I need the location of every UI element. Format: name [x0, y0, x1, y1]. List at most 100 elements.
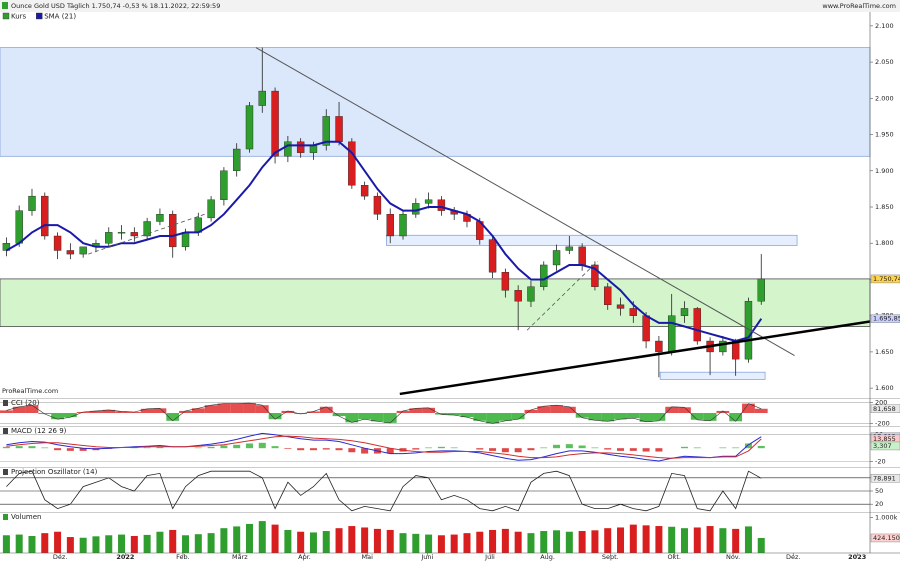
area-slice: [665, 406, 679, 413]
bar: [335, 528, 343, 553]
candle-body: [604, 286, 612, 306]
source: www.ProRealTime.com: [822, 2, 896, 10]
bar: [156, 446, 164, 449]
bar: [361, 448, 369, 454]
value-box: [870, 314, 900, 323]
area-slice: [588, 413, 602, 421]
candle-body: [335, 116, 343, 142]
candle-body: [629, 308, 638, 316]
candle-body: [130, 232, 139, 237]
value-label: 3,307: [873, 442, 892, 450]
candle-body: [693, 308, 701, 342]
candle-body: [348, 141, 356, 186]
candle-body: [156, 214, 164, 222]
value-box: [870, 404, 900, 413]
x-tick-label: Feb.: [176, 553, 190, 561]
bar: [373, 528, 381, 553]
chart-title: Ounce Gold USD Täglich 1.750,74 -0,53 % …: [11, 2, 220, 10]
x-tick-label: Sept.: [602, 553, 619, 561]
bar: [335, 448, 343, 451]
candle-body: [719, 340, 727, 353]
bar: [271, 524, 279, 553]
bar: [322, 448, 330, 450]
bar: [220, 445, 228, 449]
legend-label: SMA (21): [44, 13, 76, 21]
series-line: [6, 402, 762, 424]
candle-body: [578, 246, 586, 266]
bar: [194, 447, 202, 449]
bar: [591, 530, 599, 553]
candle-body: [309, 145, 318, 153]
candle-body: [220, 170, 228, 200]
candle-body: [207, 199, 215, 219]
area-slice: [255, 405, 269, 413]
panel-icon: [3, 514, 8, 520]
bar: [757, 445, 765, 449]
x-tick-label: Dez.: [53, 553, 67, 561]
legend-label: Kurs: [11, 13, 27, 21]
area-slice: [639, 413, 653, 422]
bar: [66, 537, 74, 553]
value-box: [870, 274, 900, 284]
x-tick-label: Juli: [484, 553, 495, 561]
panel-title: Volumen: [11, 513, 41, 521]
area-slice: [601, 413, 615, 422]
bar: [194, 534, 202, 553]
candle-body: [642, 315, 650, 342]
y-tick-label: -20: [875, 458, 886, 466]
value-box: [870, 474, 900, 483]
bar: [540, 447, 548, 449]
area-slice: [729, 413, 743, 422]
bar: [2, 535, 10, 553]
area-slice: [716, 410, 730, 413]
bar: [757, 537, 765, 553]
bar: [245, 443, 253, 449]
y-tick-label: -200: [875, 419, 890, 427]
bar: [655, 526, 663, 553]
candle-body: [437, 199, 446, 211]
bar: [617, 448, 625, 451]
area-slice: [396, 410, 410, 413]
bar: [284, 448, 292, 449]
area-slice: [191, 408, 205, 413]
candle-body: [412, 203, 420, 215]
header-icon: [2, 2, 8, 9]
bar: [66, 448, 74, 451]
bar: [732, 528, 740, 553]
bar: [425, 534, 433, 553]
candle-body: [360, 185, 369, 197]
bar: [220, 528, 228, 553]
area-slice: [12, 406, 26, 413]
area-slice: [345, 413, 359, 423]
area-slice: [678, 407, 691, 413]
area-slice: [383, 413, 397, 423]
y-tick-label: 1.950: [875, 131, 894, 139]
y-tick-label: 20: [875, 500, 883, 508]
bar: [489, 529, 497, 553]
bar: [642, 448, 650, 452]
candle-body: [501, 272, 510, 291]
area-slice: [76, 411, 90, 413]
bar: [450, 534, 458, 553]
y-tick-label: 1.000k: [875, 514, 898, 522]
bar: [297, 531, 305, 553]
area-slice: [447, 413, 461, 416]
candle-body: [258, 90, 266, 106]
x-tick-label: Mai: [361, 553, 373, 561]
bar: [297, 448, 305, 451]
zone: [0, 278, 871, 327]
bar: [322, 531, 330, 553]
plot-area: 1.6001.6501.7001.7501.8001.8501.9001.950…: [0, 12, 900, 561]
area-slice: [626, 413, 640, 419]
bar: [693, 527, 701, 553]
area-slice: [742, 403, 755, 413]
bar: [450, 447, 458, 449]
bar: [79, 448, 87, 451]
area-slice: [703, 413, 717, 421]
candle-body: [322, 116, 330, 146]
bar: [744, 526, 752, 553]
value-label: 1.695,85: [873, 315, 900, 323]
bar: [412, 448, 420, 450]
bar: [565, 531, 573, 553]
bar: [92, 536, 100, 553]
